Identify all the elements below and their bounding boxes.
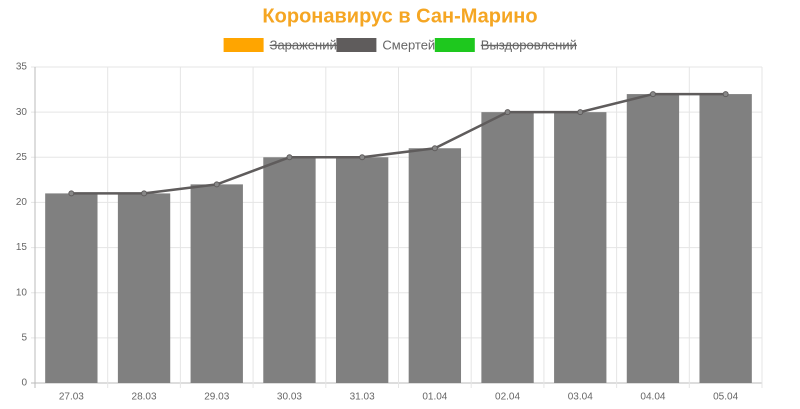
bar xyxy=(626,94,680,383)
bar xyxy=(263,157,316,383)
legend-swatch[interactable] xyxy=(434,38,475,52)
point xyxy=(213,181,220,188)
y-tick-label: 15 xyxy=(16,242,28,253)
x-tick-label: 30.03 xyxy=(277,392,302,403)
y-tick-label: 10 xyxy=(16,287,28,298)
point xyxy=(141,190,148,197)
y-tick-label: 5 xyxy=(21,332,27,343)
point xyxy=(504,109,511,116)
point xyxy=(359,154,366,161)
legend-label[interactable]: Заражений xyxy=(270,37,337,52)
legend-swatch[interactable] xyxy=(223,38,264,52)
point xyxy=(286,154,293,161)
x-tick-label: 31.03 xyxy=(350,392,375,403)
legend-label[interactable]: Смертей xyxy=(382,37,435,52)
legend-label[interactable]: Выздоровлений xyxy=(481,37,577,52)
y-tick-label: 0 xyxy=(21,378,27,389)
y-tick-label: 30 xyxy=(16,107,28,118)
point xyxy=(431,145,438,152)
y-tick-label: 25 xyxy=(16,152,28,163)
x-tick-label: 27.03 xyxy=(59,392,84,403)
bar xyxy=(45,193,98,383)
x-tick-label: 01.04 xyxy=(422,392,447,403)
bar xyxy=(117,193,171,383)
point xyxy=(649,91,656,98)
line xyxy=(71,92,726,195)
point xyxy=(68,190,75,197)
y-tick-label: 35 xyxy=(16,62,28,73)
bar xyxy=(408,148,462,383)
x-tick-label: 03.04 xyxy=(568,392,593,403)
point xyxy=(577,109,584,116)
x-tick-label: 29.03 xyxy=(204,392,229,403)
y-tick-label: 20 xyxy=(16,197,28,208)
bar xyxy=(554,112,607,384)
bar xyxy=(335,157,389,383)
point xyxy=(722,91,729,98)
bar xyxy=(190,184,243,383)
x-tick-label: 28.03 xyxy=(132,392,157,403)
bar xyxy=(481,112,534,384)
chart-title: Коронавирус в Сан-Марино xyxy=(262,5,537,27)
x-tick-label: 02.04 xyxy=(495,392,520,403)
x-tick-label: 04.04 xyxy=(640,392,665,403)
legend-swatch[interactable] xyxy=(336,38,377,52)
bar xyxy=(699,94,752,383)
x-tick-label: 05.04 xyxy=(713,392,738,403)
